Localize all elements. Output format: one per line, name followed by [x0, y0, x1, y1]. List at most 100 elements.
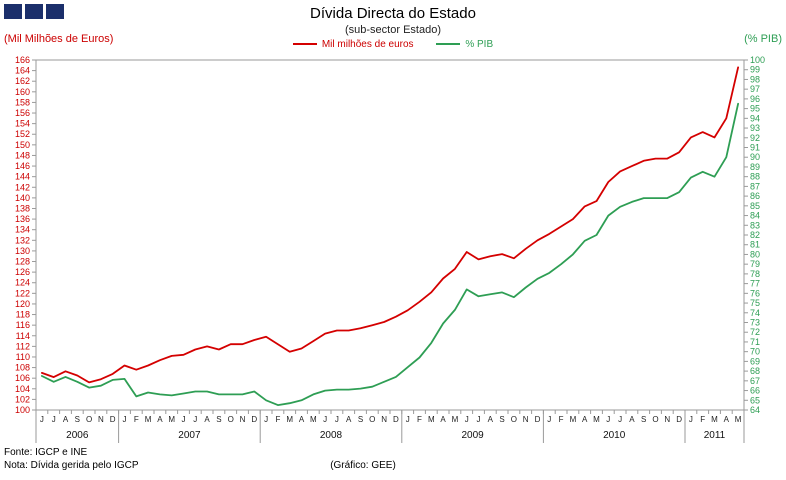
legend-label-pib: % PIB [465, 39, 494, 50]
month-label: A [346, 415, 352, 424]
month-label: F [417, 415, 422, 424]
left-axis-tick-label: 152 [15, 129, 30, 139]
right-axis-tick-label: 75 [750, 298, 760, 308]
logo [4, 4, 64, 19]
right-axis-tick-label: 82 [750, 230, 760, 240]
left-axis-tick-label: 108 [15, 363, 30, 373]
right-axis-tick-label: 64 [750, 405, 760, 415]
left-axis-tick-label: 122 [15, 288, 30, 298]
month-label: F [700, 415, 705, 424]
right-axis-tick-label: 83 [750, 220, 760, 230]
month-label: O [511, 415, 517, 424]
left-axis-tick-label: 106 [15, 373, 30, 383]
right-axis-tick-label: 72 [750, 327, 760, 337]
month-label: N [523, 415, 529, 424]
month-label: M [735, 415, 742, 424]
month-label: O [228, 415, 234, 424]
credit-note: (Gráfico: GEE) [330, 460, 396, 471]
left-axis-tick-label: 116 [16, 320, 30, 330]
month-label: M [570, 415, 577, 424]
legend-item-euros: Mil milhões de euros [292, 39, 414, 50]
month-label: S [216, 415, 221, 424]
source-note: Fonte: IGCP e INE [4, 447, 88, 458]
left-axis-tick-label: 160 [15, 87, 30, 97]
logo-square [46, 4, 64, 19]
month-label: O [369, 415, 375, 424]
right-axis-tick-label: 97 [750, 84, 760, 94]
right-axis-tick-label: 96 [750, 94, 760, 104]
right-axis-tick-label: 79 [750, 259, 760, 269]
month-label: J [323, 415, 327, 424]
left-axis-tick-label: 158 [15, 97, 30, 107]
left-axis-tick-label: 110 [16, 352, 30, 362]
right-axis-tick-label: 95 [750, 104, 760, 114]
left-axis-tick-label: 148 [15, 150, 30, 160]
left-axis-tick-label: 166 [15, 55, 30, 65]
month-label: M [168, 415, 175, 424]
footnote: Nota: Dívida gerida pelo IGCP [4, 460, 139, 471]
month-label: F [134, 415, 139, 424]
left-axis-tick-label: 112 [16, 341, 30, 351]
month-label: J [52, 415, 56, 424]
left-axis-tick-label: 162 [15, 76, 30, 86]
left-axis-tick-label: 102 [15, 394, 30, 404]
right-axis-tick-label: 87 [750, 181, 760, 191]
left-axis-tick-label: 154 [15, 119, 30, 129]
left-axis-tick-label: 144 [15, 172, 30, 182]
right-axis-tick-label: 71 [750, 337, 760, 347]
right-axis-tick-label: 76 [750, 288, 760, 298]
month-label: O [86, 415, 92, 424]
left-axis-tick-label: 132 [15, 235, 30, 245]
month-label: J [477, 415, 481, 424]
right-axis-tick-label: 88 [750, 172, 760, 182]
month-label: J [193, 415, 197, 424]
month-label: N [240, 415, 246, 424]
right-axis-tick-label: 84 [750, 211, 760, 221]
year-label: 2007 [178, 430, 201, 441]
left-axis-tick-label: 134 [15, 225, 30, 235]
legend-item-pib: % PIB [436, 39, 493, 50]
month-label: N [664, 415, 670, 424]
right-axis-tick-label: 80 [750, 249, 760, 259]
left-axis-tick-label: 136 [15, 214, 30, 224]
green-line-swatch-icon [436, 43, 461, 46]
month-label: J [618, 415, 622, 424]
left-axis-tick-label: 128 [15, 257, 30, 267]
left-axis-tick-label: 124 [15, 278, 30, 288]
right-axis-tick-label: 77 [750, 279, 760, 289]
month-label: A [724, 415, 730, 424]
right-axis-tick-label: 68 [750, 366, 760, 376]
month-label: M [452, 415, 459, 424]
month-label: A [157, 415, 163, 424]
month-label: F [275, 415, 280, 424]
month-label: J [465, 415, 469, 424]
month-label: A [204, 415, 210, 424]
left-axis-tick-label: 164 [15, 66, 30, 76]
year-label: 2008 [320, 430, 343, 441]
year-label: 2009 [461, 430, 484, 441]
left-axis-tick-label: 114 [16, 331, 30, 341]
month-label: J [264, 415, 268, 424]
left-axis-tick-label: 100 [15, 405, 30, 415]
right-axis-tick-label: 74 [750, 308, 760, 318]
right-axis-tick-label: 89 [750, 162, 760, 172]
red-line-swatch-icon [292, 43, 317, 46]
month-label: A [629, 415, 635, 424]
month-label: J [182, 415, 186, 424]
month-label: A [488, 415, 494, 424]
left-axis-tick-label: 118 [16, 310, 30, 320]
month-label: D [676, 415, 682, 424]
left-axis-tick-label: 156 [15, 108, 30, 118]
month-label: M [310, 415, 317, 424]
month-label: J [606, 415, 610, 424]
right-axis-tick-label: 81 [750, 240, 760, 250]
legend-label-euros: Mil milhões de euros [321, 39, 414, 50]
month-label: D [110, 415, 116, 424]
month-label: F [559, 415, 564, 424]
right-axis-tick-label: 90 [750, 152, 760, 162]
right-axis-tick-label: 86 [750, 191, 760, 201]
month-label: A [299, 415, 305, 424]
month-label: J [406, 415, 410, 424]
left-axis-tick-label: 130 [15, 246, 30, 256]
